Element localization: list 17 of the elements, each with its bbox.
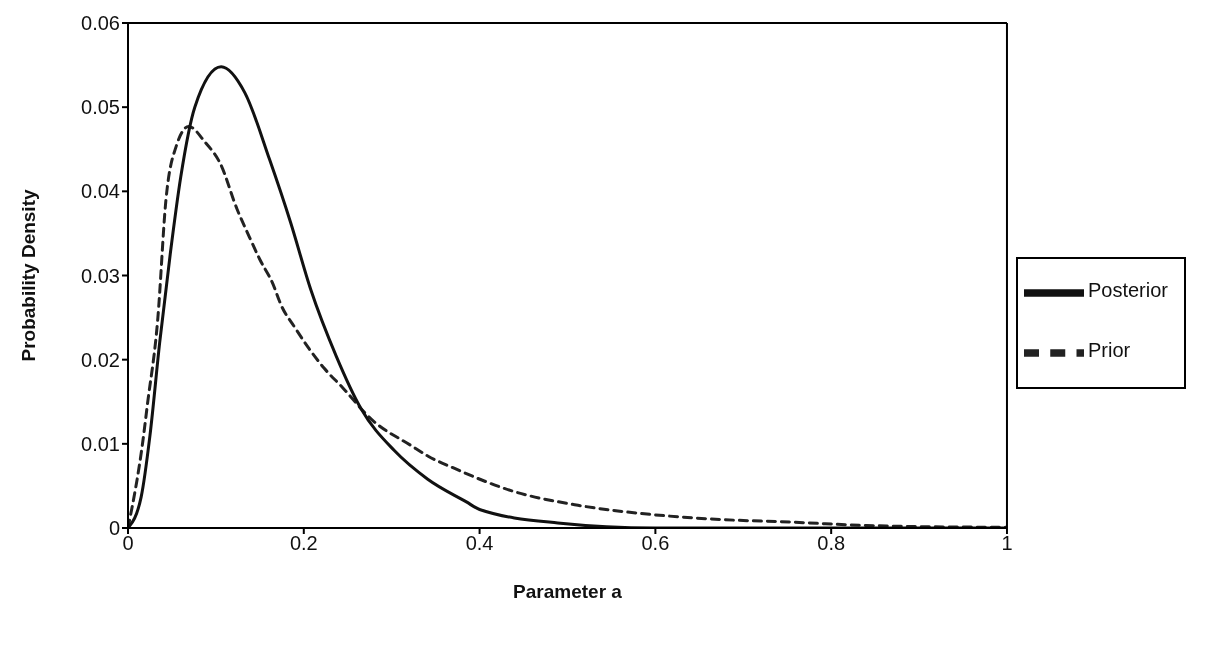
x-tick-label: 1	[1001, 532, 1013, 555]
y-tick-label: 0.02	[81, 348, 120, 371]
x-axis-title: Parameter a	[513, 581, 623, 602]
y-axis-title: Probability Density	[17, 189, 39, 362]
x-tick-label: 0	[122, 532, 134, 555]
y-tick-label: 0.04	[81, 180, 120, 203]
y-tick-label: 0.01	[81, 432, 120, 455]
legend-label: Posterior	[1087, 279, 1168, 302]
y-tick-label: 0.05	[81, 96, 120, 119]
y-tick-label: 0.03	[81, 264, 120, 287]
legend-label: Prior	[1087, 339, 1131, 362]
x-tick-label: 0.2	[289, 532, 318, 555]
x-tick-label: 0.8	[817, 532, 846, 555]
x-tick-label: 0.6	[641, 532, 670, 555]
y-tick-label: 0.06	[81, 12, 120, 35]
x-tick-label: 0.4	[465, 532, 494, 555]
y-tick-label: 0	[108, 517, 120, 540]
